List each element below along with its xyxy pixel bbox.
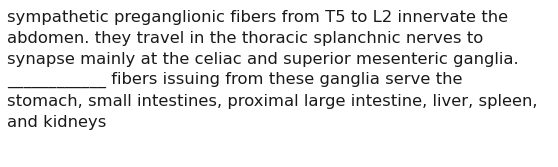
- Text: sympathetic preganglionic fibers from T5 to L2 innervate the
abdomen. they trave: sympathetic preganglionic fibers from T5…: [7, 10, 537, 130]
